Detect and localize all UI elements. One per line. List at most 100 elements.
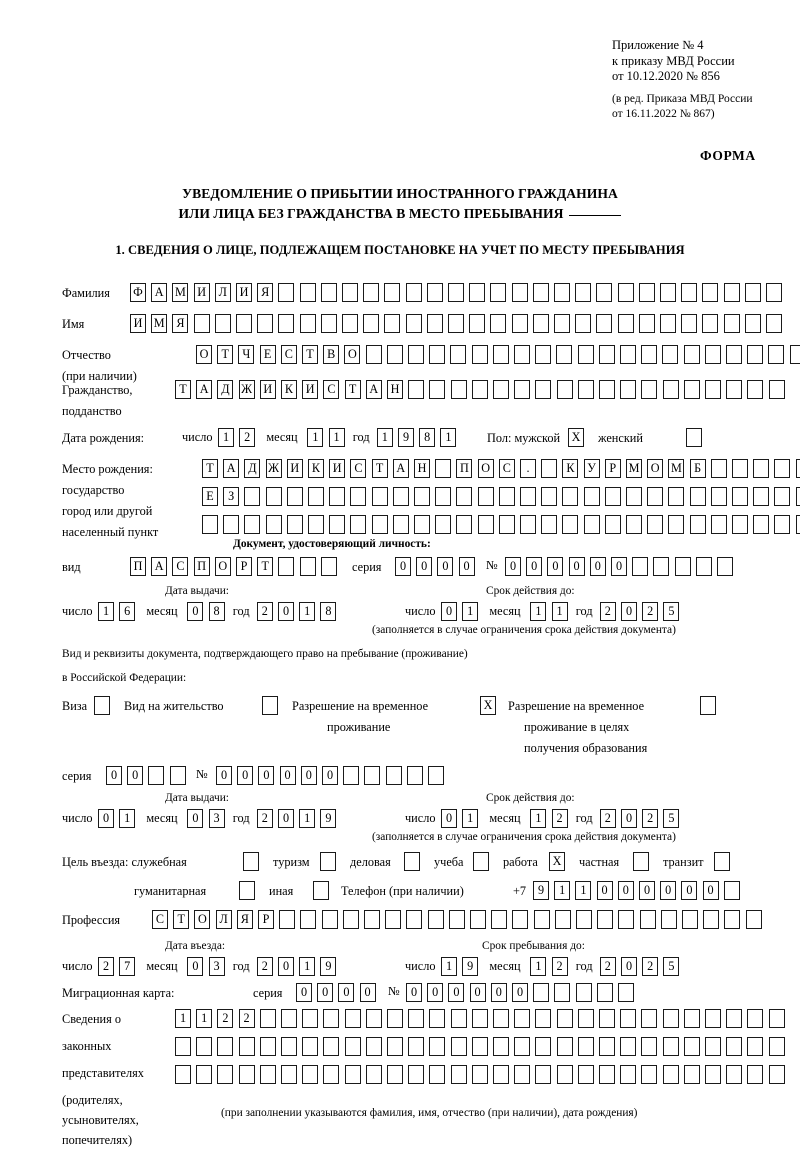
char-box[interactable]: П bbox=[130, 557, 146, 576]
char-box[interactable] bbox=[302, 1009, 319, 1028]
char-box[interactable]: 1 bbox=[196, 1009, 213, 1028]
char-box[interactable]: Я bbox=[172, 314, 189, 333]
char-box[interactable] bbox=[674, 557, 691, 576]
sex-female-checkbox[interactable] bbox=[686, 428, 702, 447]
char-box[interactable]: 0 bbox=[322, 766, 338, 785]
char-box[interactable]: 2 bbox=[238, 1009, 255, 1028]
char-box[interactable]: 0 bbox=[448, 983, 465, 1002]
char-box[interactable] bbox=[532, 314, 549, 333]
char-box[interactable] bbox=[753, 515, 770, 534]
char-box[interactable] bbox=[662, 380, 679, 399]
char-box[interactable] bbox=[471, 1065, 488, 1084]
char-box[interactable]: М bbox=[172, 283, 189, 302]
char-box[interactable] bbox=[259, 1009, 276, 1028]
char-box[interactable]: 0 bbox=[187, 602, 204, 621]
char-box[interactable]: 1 bbox=[440, 428, 457, 447]
char-box[interactable] bbox=[238, 1037, 255, 1056]
char-box[interactable]: И bbox=[302, 380, 319, 399]
char-box[interactable]: 0 bbox=[258, 766, 275, 785]
char-box[interactable]: 0 bbox=[127, 766, 144, 785]
char-box[interactable] bbox=[705, 1065, 721, 1084]
char-box[interactable] bbox=[384, 283, 401, 302]
purpose-humanitarian-checkbox[interactable] bbox=[239, 881, 255, 900]
char-box[interactable] bbox=[599, 1037, 615, 1056]
char-box[interactable]: 0 bbox=[216, 766, 232, 785]
char-box[interactable] bbox=[323, 1009, 340, 1028]
char-box[interactable]: И bbox=[259, 380, 276, 399]
char-box[interactable]: 0 bbox=[660, 881, 677, 900]
char-box[interactable] bbox=[723, 283, 740, 302]
char-box[interactable] bbox=[511, 314, 528, 333]
char-box[interactable]: Д bbox=[244, 459, 261, 478]
char-box[interactable] bbox=[683, 380, 700, 399]
char-box[interactable] bbox=[365, 1037, 382, 1056]
char-box[interactable]: А bbox=[392, 459, 409, 478]
char-box[interactable]: 2 bbox=[256, 809, 273, 828]
char-box[interactable] bbox=[429, 1009, 446, 1028]
char-box[interactable] bbox=[681, 283, 698, 302]
char-box[interactable]: Т bbox=[371, 459, 388, 478]
char-box[interactable] bbox=[385, 766, 402, 785]
char-box[interactable]: Л bbox=[214, 283, 231, 302]
char-box[interactable] bbox=[596, 983, 613, 1002]
char-box[interactable] bbox=[599, 1065, 615, 1084]
char-box[interactable]: 1 bbox=[530, 809, 547, 828]
char-box[interactable] bbox=[342, 910, 359, 929]
char-box[interactable] bbox=[493, 380, 509, 399]
char-box[interactable] bbox=[535, 1009, 552, 1028]
char-box[interactable]: 0 bbox=[277, 809, 294, 828]
char-box[interactable]: 8 bbox=[320, 602, 337, 621]
char-box[interactable]: 1 bbox=[376, 428, 393, 447]
char-box[interactable]: 9 bbox=[320, 957, 337, 976]
char-box[interactable] bbox=[175, 1065, 191, 1084]
char-box[interactable] bbox=[668, 515, 685, 534]
char-box[interactable] bbox=[662, 1065, 679, 1084]
char-box[interactable]: А bbox=[151, 283, 168, 302]
char-box[interactable] bbox=[491, 910, 508, 929]
char-box[interactable] bbox=[583, 487, 600, 506]
char-box[interactable]: Т bbox=[302, 345, 318, 364]
char-box[interactable] bbox=[493, 1065, 509, 1084]
char-box[interactable]: 0 bbox=[596, 881, 613, 900]
char-box[interactable]: 0 bbox=[359, 983, 376, 1002]
char-box[interactable]: 2 bbox=[599, 957, 616, 976]
char-box[interactable] bbox=[429, 1065, 446, 1084]
char-box[interactable] bbox=[392, 487, 409, 506]
char-box[interactable] bbox=[766, 314, 782, 333]
char-box[interactable]: 0 bbox=[617, 881, 634, 900]
char-box[interactable] bbox=[695, 557, 712, 576]
char-box[interactable]: 0 bbox=[620, 957, 637, 976]
purpose-transit-checkbox[interactable] bbox=[714, 852, 730, 871]
char-box[interactable] bbox=[321, 910, 338, 929]
char-box[interactable]: Н bbox=[414, 459, 430, 478]
char-box[interactable] bbox=[320, 557, 337, 576]
char-box[interactable] bbox=[717, 557, 733, 576]
char-box[interactable] bbox=[723, 314, 740, 333]
char-box[interactable]: 3 bbox=[208, 809, 225, 828]
char-box[interactable] bbox=[744, 314, 761, 333]
char-box[interactable] bbox=[492, 345, 509, 364]
char-box[interactable] bbox=[620, 345, 636, 364]
char-box[interactable]: 0 bbox=[490, 983, 507, 1002]
char-box[interactable]: 0 bbox=[427, 983, 444, 1002]
char-box[interactable]: 0 bbox=[277, 957, 294, 976]
char-box[interactable] bbox=[554, 314, 570, 333]
char-box[interactable] bbox=[193, 314, 210, 333]
char-box[interactable] bbox=[520, 487, 536, 506]
char-box[interactable] bbox=[281, 1009, 297, 1028]
char-box[interactable] bbox=[493, 1037, 509, 1056]
char-box[interactable] bbox=[599, 1009, 615, 1028]
char-box[interactable] bbox=[364, 910, 380, 929]
char-box[interactable]: 0 bbox=[512, 983, 528, 1002]
char-box[interactable] bbox=[514, 1065, 531, 1084]
char-box[interactable] bbox=[371, 487, 388, 506]
char-box[interactable]: 1 bbox=[218, 428, 234, 447]
purpose-private-checkbox[interactable] bbox=[633, 852, 649, 871]
char-box[interactable]: 0 bbox=[317, 983, 334, 1002]
char-box[interactable] bbox=[541, 459, 558, 478]
char-box[interactable] bbox=[450, 380, 467, 399]
char-box[interactable] bbox=[583, 515, 600, 534]
char-box[interactable] bbox=[281, 1037, 297, 1056]
char-box[interactable] bbox=[471, 1037, 488, 1056]
char-box[interactable]: 7 bbox=[119, 957, 136, 976]
